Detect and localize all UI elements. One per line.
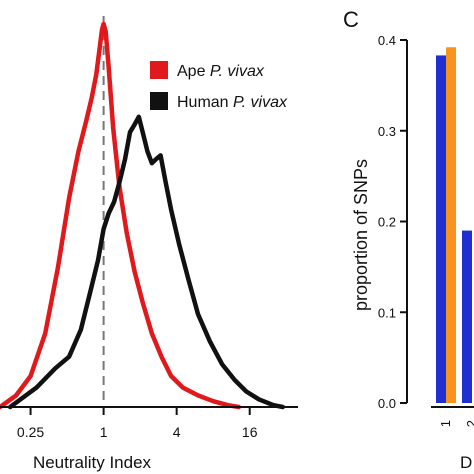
y-tick-label: 0.2 (378, 215, 396, 230)
x-axis-label: D (460, 453, 472, 472)
bar (446, 47, 456, 403)
legend-swatch (150, 61, 168, 79)
y-tick-label: 0.3 (378, 124, 396, 139)
x-tick-label: 4 (173, 424, 181, 440)
x-axis-ticks: 0.25 1 4 16 (17, 407, 258, 440)
y-axis-label: proportion of SNPs (351, 159, 371, 311)
density-curves (0, 21, 286, 410)
bar (436, 55, 446, 404)
x-axis-ticks: 12 (438, 420, 474, 427)
x-tick-label: 0.25 (17, 424, 44, 440)
legend-label: Ape P. vivax (177, 63, 265, 80)
x-axis-label: Neutrality Index (33, 453, 152, 472)
bar (462, 230, 472, 403)
y-axis-ticks: 0.0 0.1 0.2 0.3 0.4 (378, 33, 407, 411)
y-tick-label: 0.4 (378, 33, 396, 48)
x-tick-label: 16 (242, 424, 258, 440)
density-chart: 0.25 1 4 16 Neutrality Index Ape P. vivax Hu… (0, 16, 298, 472)
x-tick-label: 2 (464, 420, 474, 427)
legend: Ape P. vivax Human P. vivax (150, 61, 288, 111)
x-tick-label: 1 (100, 424, 108, 440)
legend-swatch (150, 92, 168, 110)
legend-label: Human P. vivax (177, 94, 288, 111)
x-tick-label: 1 (438, 420, 453, 427)
density-curve-ape (0, 21, 242, 410)
bar-chart: C proportion of SNPs 0.00.10.20.30.4 12 … (343, 7, 474, 472)
y-tick-label: 0.1 (378, 305, 396, 320)
panel-label: C (343, 7, 359, 32)
density-curve-human (7, 114, 286, 410)
y-tick-label: 0.0 (378, 396, 396, 411)
bars (436, 47, 472, 404)
